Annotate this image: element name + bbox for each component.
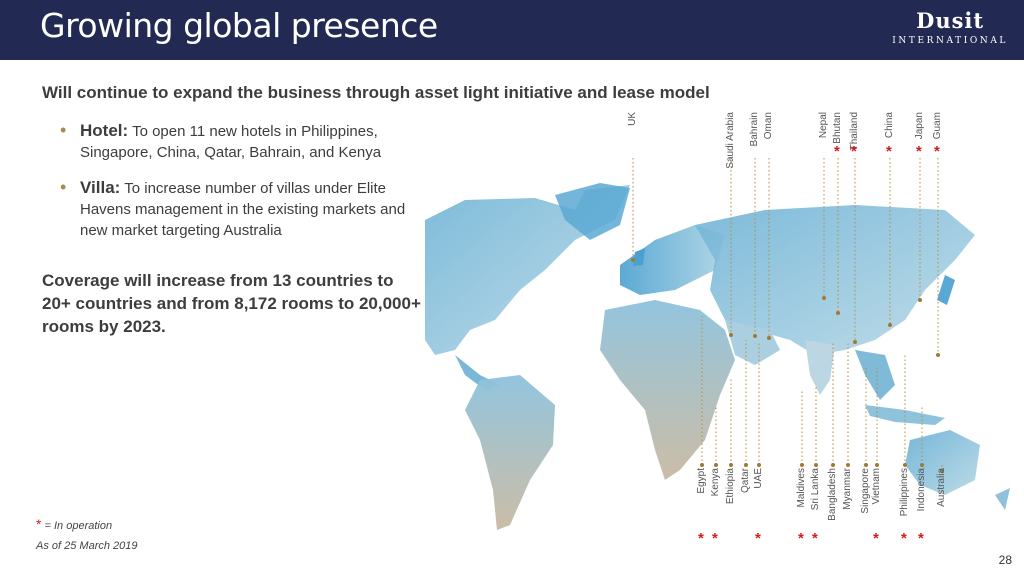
title-bar: Growing global presence Dusit INTERNATIO… bbox=[0, 0, 1024, 60]
bullet-label: Villa: bbox=[80, 178, 121, 197]
operation-star-icon: * bbox=[934, 143, 940, 160]
country-label: Ethiopia bbox=[725, 468, 736, 505]
operation-star-icon: * bbox=[851, 143, 857, 160]
europe-shape bbox=[620, 225, 725, 295]
operation-star-icon: * bbox=[873, 530, 879, 547]
indonesia-shape bbox=[865, 405, 945, 425]
japan-shape bbox=[937, 275, 955, 305]
australia-shape bbox=[905, 430, 980, 495]
country-label: Nepal bbox=[818, 112, 829, 139]
page-title: Growing global presence bbox=[40, 6, 438, 45]
country-label: Australia bbox=[936, 468, 947, 507]
operation-star-icon: * bbox=[712, 530, 718, 547]
operation-star-icon: * bbox=[36, 516, 42, 532]
as-of-date: As of 25 March 2019 bbox=[36, 540, 138, 552]
country-label: Singapore bbox=[860, 468, 871, 514]
country-label: Philippines bbox=[899, 468, 910, 517]
operation-star-icon: * bbox=[812, 530, 818, 547]
africa-shape bbox=[600, 300, 735, 480]
country-label: Kenya bbox=[710, 468, 721, 497]
operation-star-icon: * bbox=[886, 143, 892, 160]
arabia-shape bbox=[725, 320, 780, 365]
country-label: Japan bbox=[914, 112, 925, 140]
bullet-text: To increase number of villas under Elite… bbox=[80, 180, 406, 239]
bullet-list: • Hotel: To open 11 new hotels in Philip… bbox=[60, 120, 430, 255]
country-label: Guam bbox=[932, 112, 943, 140]
southeast-asia-shape bbox=[855, 350, 895, 400]
coverage-statement: Coverage will increase from 13 countries… bbox=[42, 271, 421, 336]
country-label: Vietnam bbox=[871, 468, 882, 505]
bullet-dot-icon: • bbox=[60, 177, 67, 197]
country-label: Egypt bbox=[696, 468, 707, 494]
country-label: Qatar bbox=[740, 468, 751, 494]
bullet-dot-icon: • bbox=[60, 120, 67, 140]
operation-star-icon: * bbox=[798, 530, 804, 547]
country-label: Indonesia bbox=[916, 468, 927, 512]
operation-star-icon: * bbox=[918, 530, 924, 547]
bullet-text: To open 11 new hotels in Philippines, Si… bbox=[80, 123, 382, 161]
country-label: Saudi Arabia bbox=[725, 112, 736, 169]
operation-star-icon: * bbox=[698, 530, 704, 547]
country-label: Oman bbox=[763, 112, 774, 140]
new-zealand-shape bbox=[995, 488, 1010, 510]
country-label: Bangladesh bbox=[827, 468, 838, 521]
country-label: Sri Lanka bbox=[810, 468, 821, 511]
greenland-shape bbox=[555, 183, 630, 240]
country-label: Maldives bbox=[796, 468, 807, 508]
operation-star-icon: * bbox=[916, 143, 922, 160]
company-logo: Dusit INTERNATIONAL bbox=[892, 8, 1008, 47]
headline: Will continue to expand the business thr… bbox=[42, 83, 710, 102]
country-label: Myanmar bbox=[842, 468, 853, 510]
world-map bbox=[425, 183, 1010, 530]
page-number: 28 bbox=[998, 553, 1012, 567]
uk-shape bbox=[633, 248, 645, 266]
operation-star-icon: * bbox=[755, 530, 761, 547]
south-america-shape bbox=[465, 375, 555, 530]
logo-subtitle: INTERNATIONAL bbox=[892, 36, 1008, 46]
bullet-label: Hotel: bbox=[80, 121, 129, 140]
bullet-villa: • Villa: To increase number of villas un… bbox=[60, 177, 430, 241]
country-label: Bhutan bbox=[832, 112, 843, 144]
operation-star-icon: * bbox=[901, 530, 907, 547]
country-label: UAE bbox=[753, 468, 764, 489]
country-label: UK bbox=[627, 112, 638, 126]
asia-shape bbox=[695, 205, 975, 355]
country-label: China bbox=[884, 112, 895, 139]
country-label: Bahrain bbox=[749, 112, 760, 147]
india-shape bbox=[805, 340, 835, 395]
operation-star-icon: * bbox=[834, 143, 840, 160]
bullet-hotel: • Hotel: To open 11 new hotels in Philip… bbox=[60, 120, 430, 163]
legend: * = In operation bbox=[36, 516, 112, 532]
logo-brand: Dusit bbox=[916, 8, 985, 33]
legend-text: = In operation bbox=[41, 520, 113, 532]
